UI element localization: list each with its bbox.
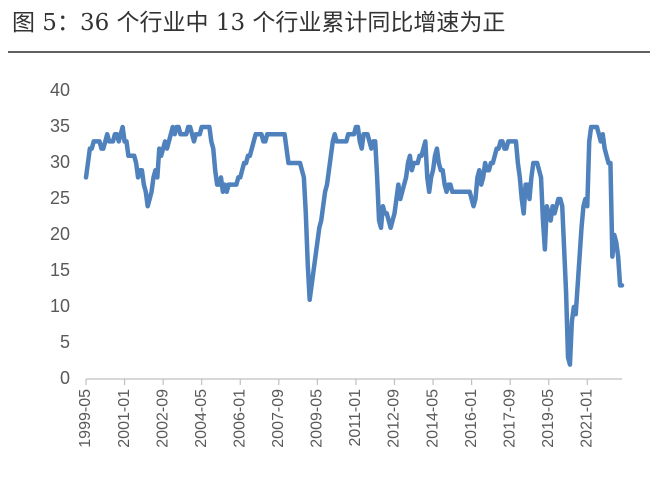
x-tick-label: 2017-09	[501, 389, 518, 448]
x-tick-label: 1999-05	[77, 389, 94, 448]
line	[83, 124, 625, 367]
x-tick-label: 2014-05	[424, 389, 441, 448]
chart-title: 图 5：36 个行业中 13 个行业累计同比增速为正	[12, 10, 505, 36]
x-tick-label: 2016-01	[463, 389, 480, 448]
x-tick-label: 2006-01	[231, 389, 248, 448]
x-tick-label: 2009-05	[309, 389, 326, 448]
y-tick-label: 35	[50, 116, 70, 136]
y-tick-label: 25	[50, 188, 70, 208]
y-tick-label: 15	[50, 260, 70, 280]
x-tick-label: 2001-01	[116, 389, 133, 448]
y-tick-label: 10	[50, 296, 70, 316]
y-tick-label: 30	[50, 152, 70, 172]
y-tick-label: 5	[60, 332, 70, 352]
x-tick-label: 2012-09	[386, 389, 403, 448]
y-tick-label: 0	[60, 368, 70, 388]
x-tick-label: 2019-05	[540, 389, 557, 448]
x-tick-label: 2002-09	[154, 389, 171, 448]
x-tick-label: 2011-01	[347, 389, 364, 447]
y-tick-label: 20	[50, 224, 70, 244]
x-tick-label: 2004-05	[193, 389, 210, 448]
x-tick-label: 2007-09	[270, 389, 287, 448]
y-tick-label: 40	[50, 80, 70, 100]
x-tick-label: 2021-01	[579, 389, 596, 448]
